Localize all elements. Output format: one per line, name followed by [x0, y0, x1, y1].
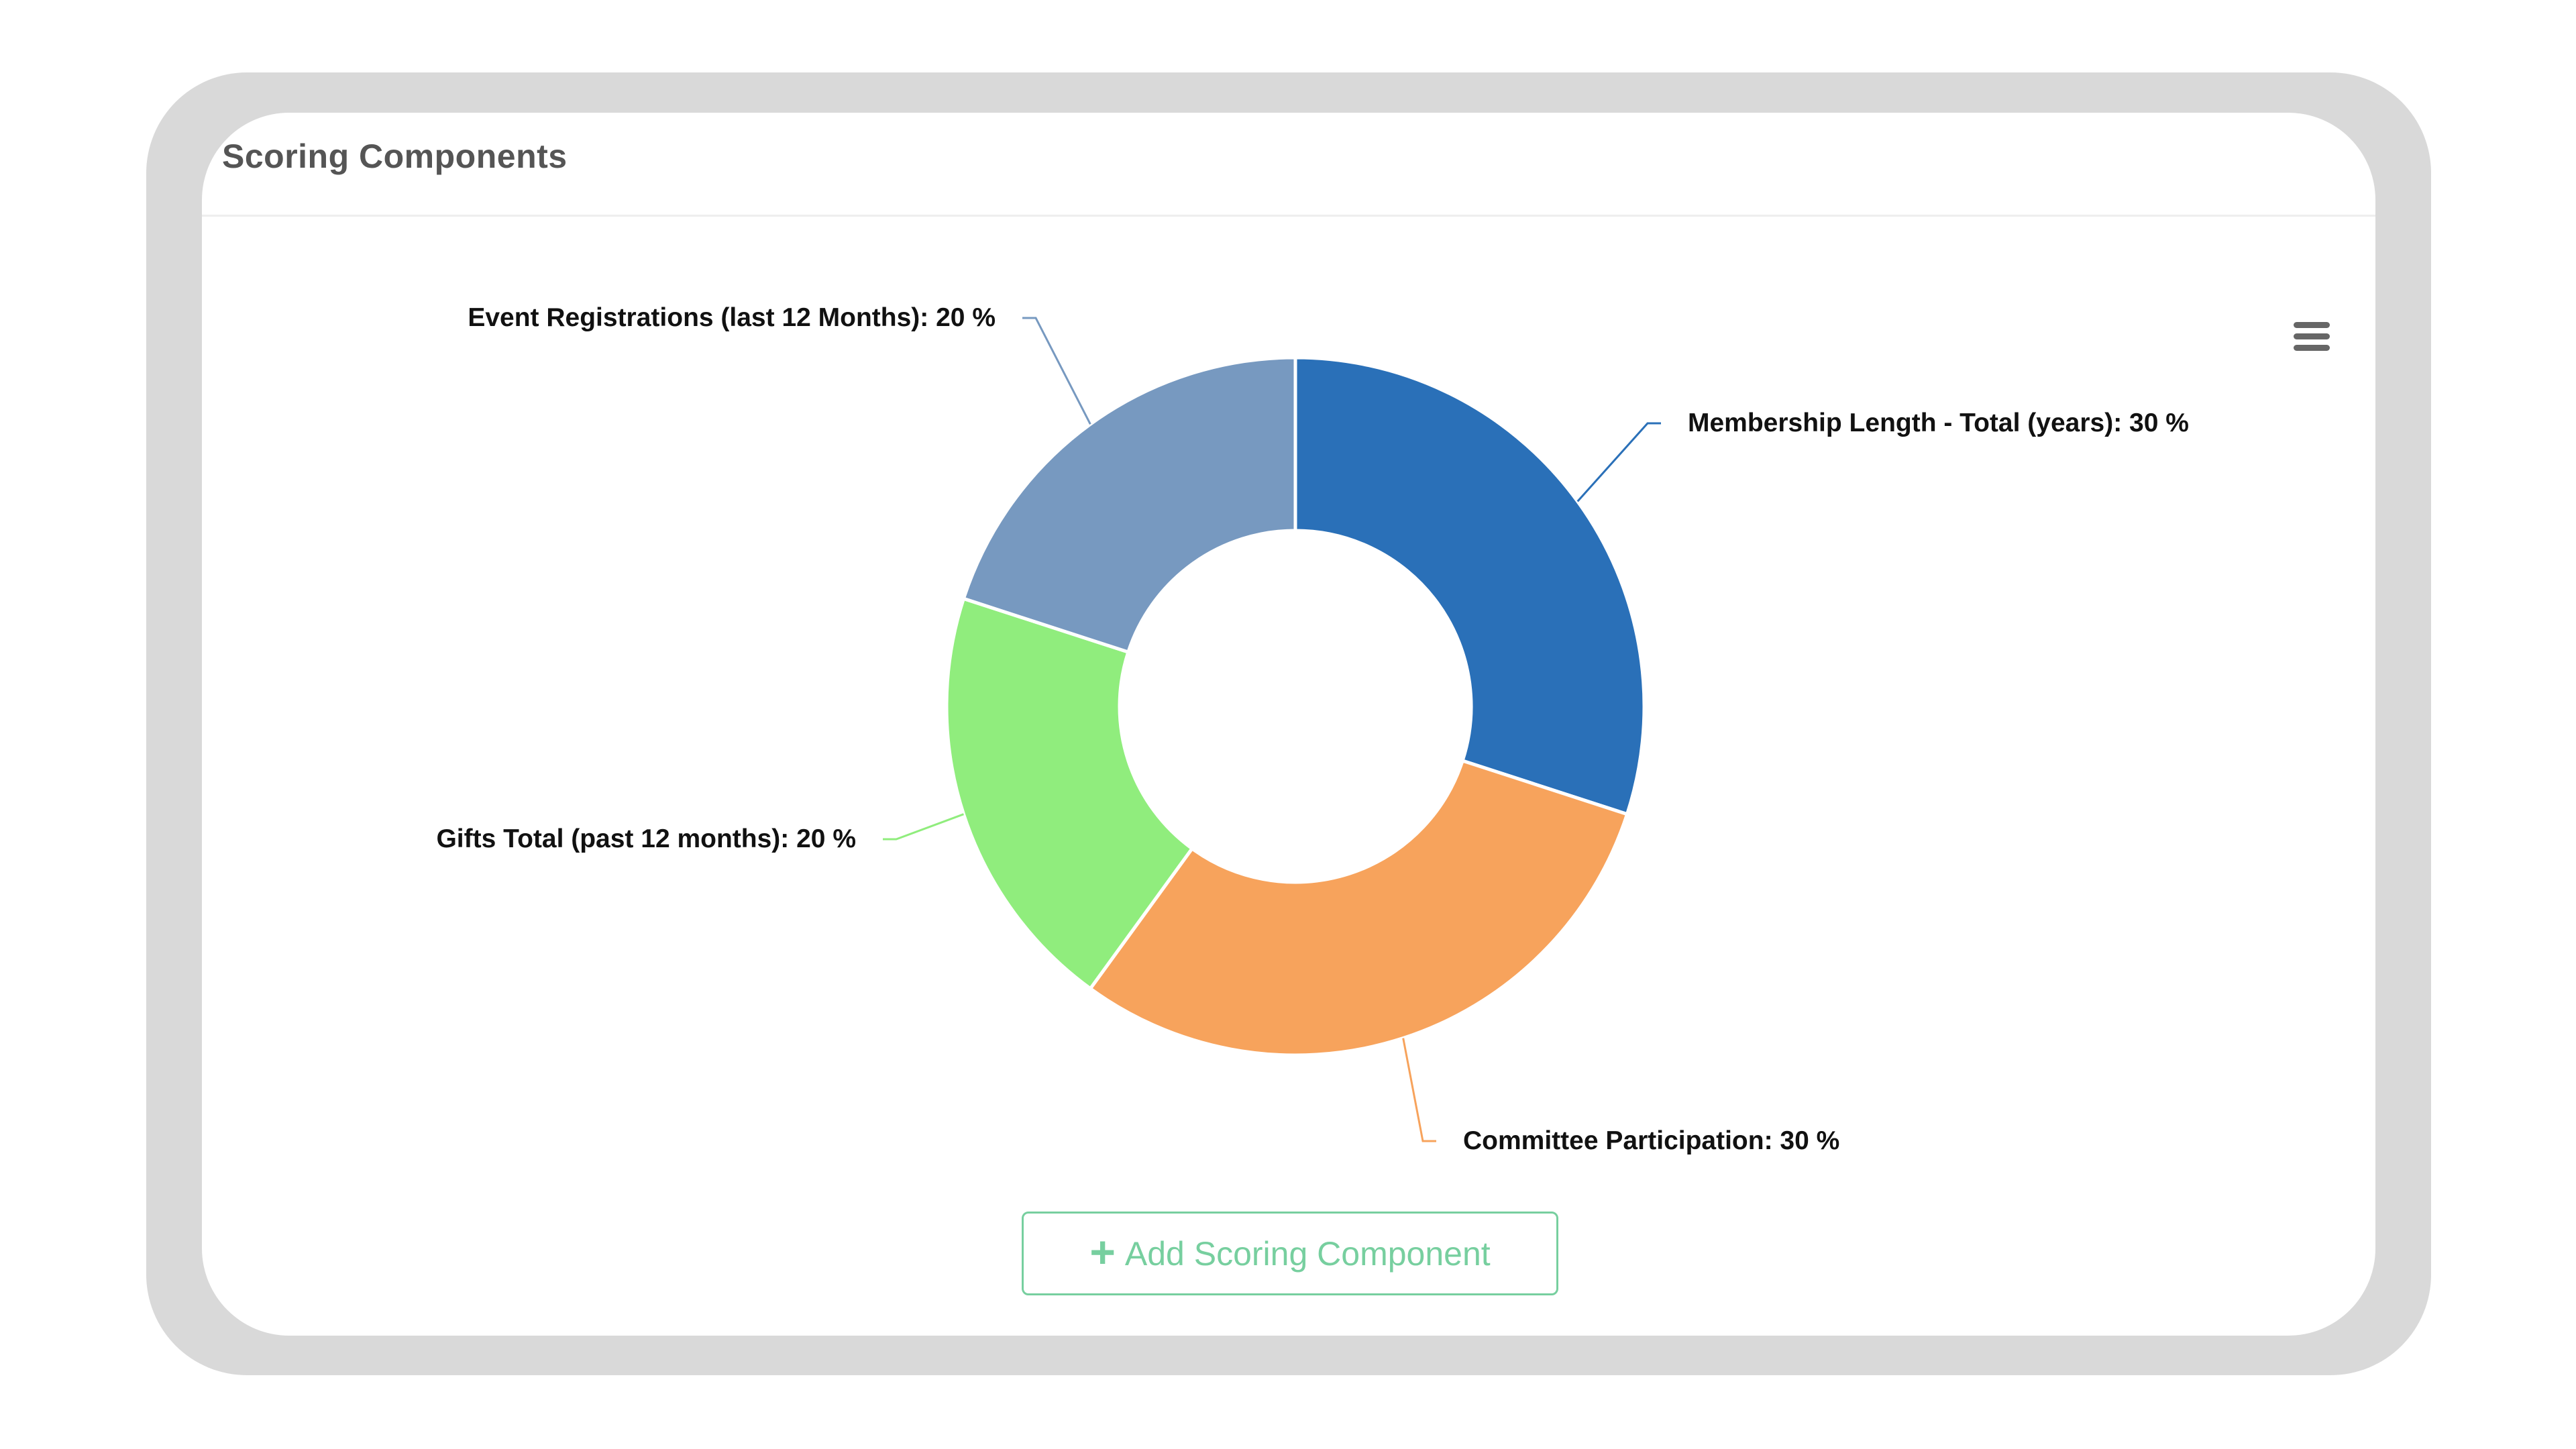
donut-slice[interactable] — [945, 596, 1194, 991]
slice-data-label: Event Registrations (last 12 Months): 20… — [468, 303, 996, 332]
donut-slice[interactable] — [1088, 759, 1629, 1057]
slice-connector-line — [883, 813, 964, 841]
slice-data-label: Gifts Total (past 12 months): 20 % — [436, 824, 856, 853]
add-button-label: Add Scoring Component — [1124, 1234, 1491, 1273]
donut-slice[interactable] — [961, 356, 1297, 654]
hamburger-menu-icon[interactable] — [2284, 310, 2338, 364]
panel-header: Scoring Components — [202, 113, 2375, 217]
donut-slice[interactable] — [1293, 356, 1646, 816]
slice-connector-line — [1402, 1038, 1436, 1142]
add-scoring-component-button[interactable]: + Add Scoring Component — [1022, 1212, 1558, 1295]
slice-data-label: Membership Length - Total (years): 30 % — [1688, 409, 2189, 437]
slice-data-label: Committee Participation: 30 % — [1463, 1126, 1839, 1155]
slice-connector-line — [1022, 317, 1091, 425]
scoring-components-panel: Scoring Components Membership Length - T… — [202, 113, 2375, 1336]
donut-chart: Membership Length - Total (years): 30 % C… — [436, 303, 2189, 1155]
plus-icon: + — [1089, 1226, 1116, 1277]
panel-title: Scoring Components — [222, 138, 568, 175]
slice-connector-line — [1576, 422, 1661, 502]
